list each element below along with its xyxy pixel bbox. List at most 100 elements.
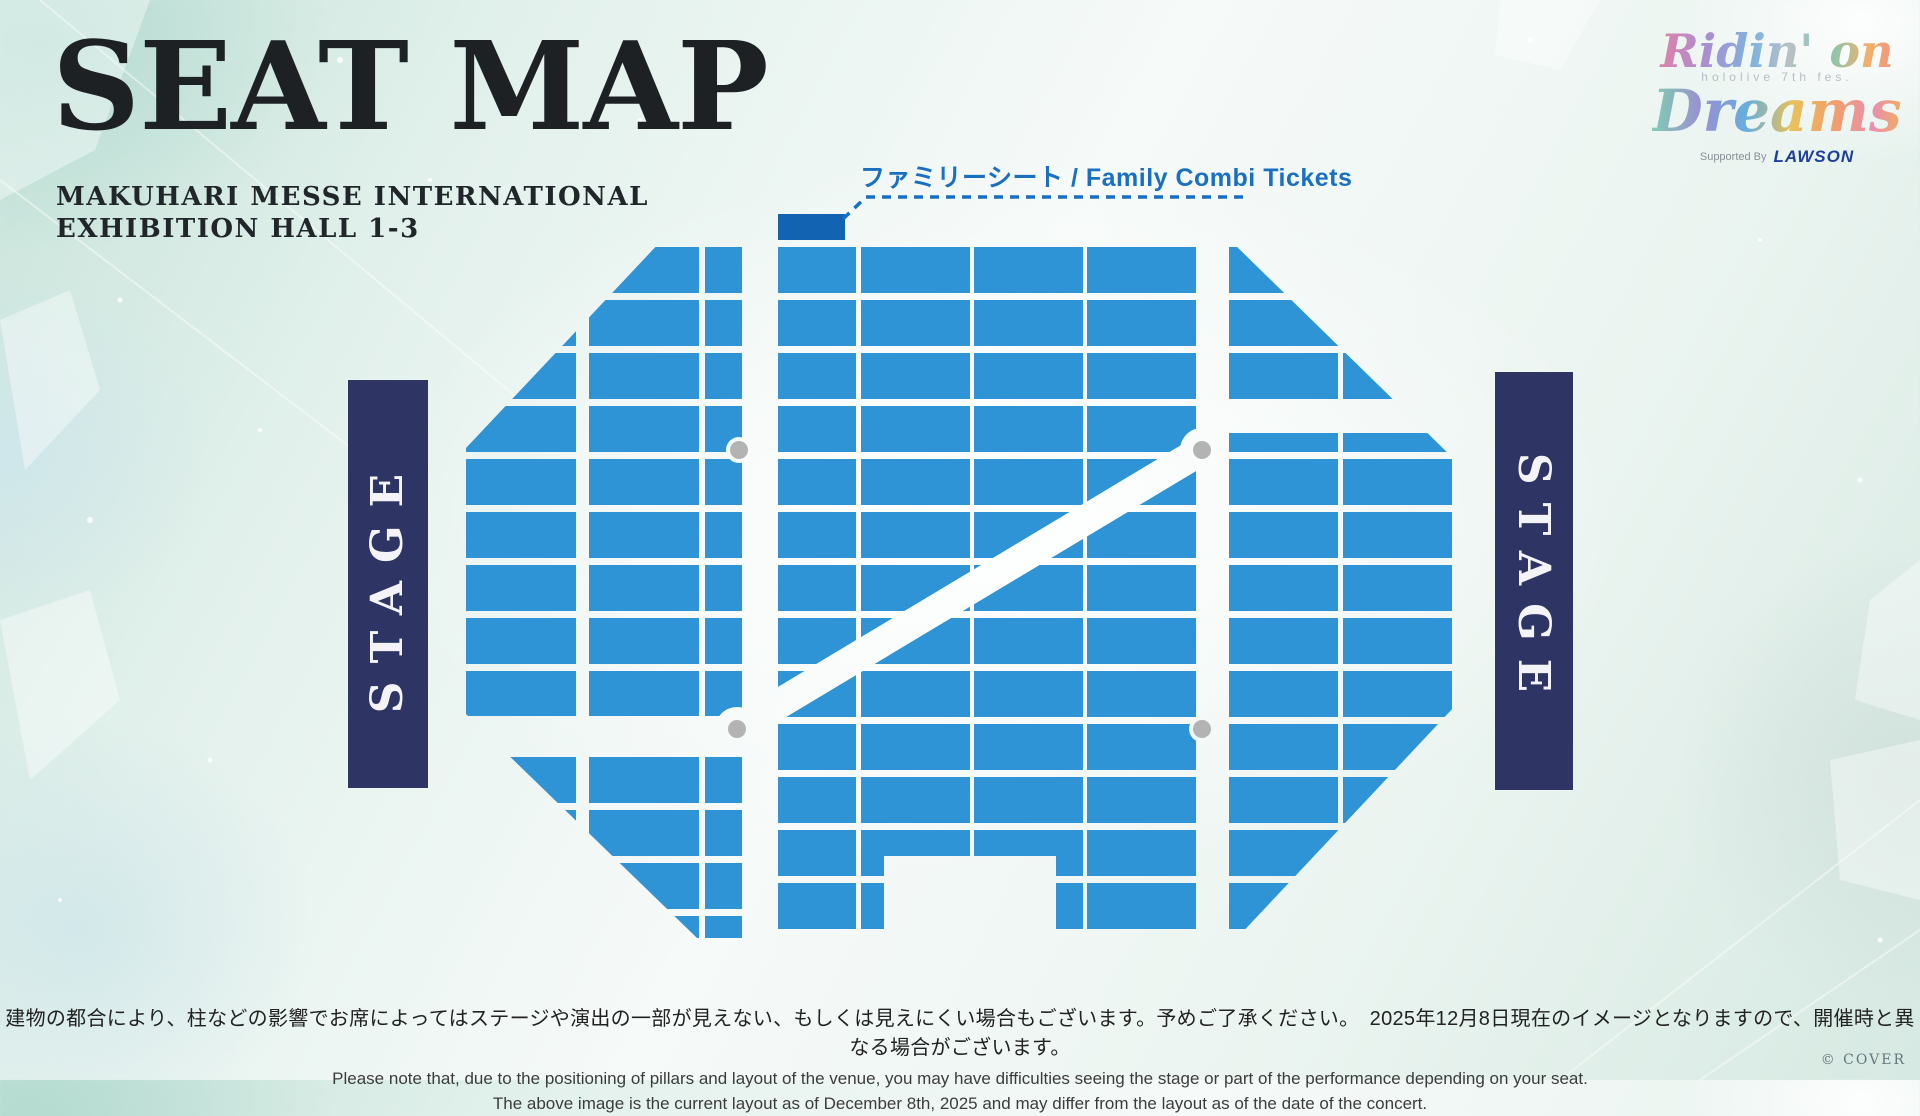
seat-block xyxy=(974,406,1083,452)
seat-block xyxy=(1343,353,1452,399)
seat-block xyxy=(861,830,970,876)
seat-block xyxy=(463,671,576,717)
seat-map xyxy=(463,195,1452,962)
disclaimer-english-2: The above image is the current layout as… xyxy=(492,1093,1428,1113)
seat-block xyxy=(974,883,1083,929)
disclaimer-japanese: 建物の都合により、柱などの影響でお席によってはステージや演出の一部が見えない、も… xyxy=(5,1008,1915,1059)
seat-block xyxy=(1087,618,1196,664)
disclaimer-block: 建物の都合により、柱などの影響でお席によってはステージや演出の一部が見えない、も… xyxy=(0,1002,1920,1116)
seat-block xyxy=(705,459,742,505)
seat-block xyxy=(1343,618,1452,664)
seat-block xyxy=(1343,406,1452,452)
seat-block xyxy=(705,565,742,611)
seat-block xyxy=(1087,406,1196,452)
background-decoration xyxy=(0,0,1920,1080)
seat-block xyxy=(463,565,576,611)
seat-block xyxy=(1229,300,1338,346)
seat-block xyxy=(589,863,699,909)
seat-block xyxy=(1087,883,1196,929)
seat-block xyxy=(463,757,576,803)
seat-block xyxy=(1229,565,1338,611)
stage-left-label: STAGE xyxy=(362,455,414,713)
seat-block xyxy=(1087,671,1196,717)
event-logo: Ridin' on hololive 7th fes. Dreams Suppo… xyxy=(1652,28,1902,167)
seat-block xyxy=(861,618,970,664)
seat-block xyxy=(1229,247,1338,293)
seat-block xyxy=(589,353,699,399)
seat-block xyxy=(589,406,699,452)
seat-block xyxy=(1229,671,1338,717)
seat-block xyxy=(463,810,576,856)
disclaimer-english-1: Please note that, due to the positioning… xyxy=(332,1069,1588,1088)
seat-block xyxy=(705,810,742,856)
pillar-dot xyxy=(728,720,746,738)
seat-block xyxy=(463,247,576,293)
seat-block xyxy=(705,671,742,717)
seat-block xyxy=(1343,883,1452,929)
seat-block xyxy=(974,512,1083,558)
seat-block xyxy=(974,300,1083,346)
seat-block xyxy=(1343,565,1452,611)
seat-block xyxy=(1229,406,1338,452)
seat-block xyxy=(463,406,576,452)
seat-block xyxy=(1343,830,1452,876)
seat-block xyxy=(589,810,699,856)
seat-block xyxy=(778,406,856,452)
seat-block xyxy=(778,353,856,399)
seat-block xyxy=(1229,777,1338,823)
seat-block xyxy=(1087,777,1196,823)
seat-block xyxy=(778,618,856,664)
seat-block xyxy=(1343,247,1452,293)
seat-block xyxy=(861,565,970,611)
seat-block xyxy=(1087,830,1196,876)
seat-block xyxy=(974,459,1083,505)
seat-block xyxy=(589,916,699,962)
seat-block xyxy=(974,353,1083,399)
pillar-dot xyxy=(1193,441,1211,459)
seat-block xyxy=(861,406,970,452)
seat-block xyxy=(778,777,856,823)
seat-block xyxy=(1087,459,1196,505)
logo-line1: Ridin' on xyxy=(1652,28,1902,74)
seat-block xyxy=(463,916,576,962)
seat-block xyxy=(861,247,970,293)
seat-block xyxy=(589,618,699,664)
seat-block xyxy=(861,724,970,770)
seat-block xyxy=(778,830,856,876)
seat-block xyxy=(974,724,1083,770)
seat-block xyxy=(974,830,1083,876)
seat-block xyxy=(778,247,856,293)
stage-banner-right: STAGE xyxy=(1495,372,1573,790)
seat-block xyxy=(589,300,699,346)
pillar-dot xyxy=(730,441,748,459)
seat-block xyxy=(1229,512,1338,558)
seat-block xyxy=(589,247,699,293)
seat-block xyxy=(1087,300,1196,346)
seat-block xyxy=(589,671,699,717)
seat-block xyxy=(1087,247,1196,293)
seat-block xyxy=(1229,883,1338,929)
seat-block xyxy=(463,512,576,558)
copyright: © COVER xyxy=(1820,1052,1906,1068)
seat-block xyxy=(1229,724,1338,770)
seat-block xyxy=(705,618,742,664)
seat-block xyxy=(861,459,970,505)
seat-block xyxy=(778,883,856,929)
seat-block xyxy=(705,863,742,909)
seat-block xyxy=(1343,671,1452,717)
seat-block xyxy=(1229,830,1338,876)
seat-block xyxy=(974,565,1083,611)
seat-block xyxy=(974,247,1083,293)
seat-block xyxy=(589,757,699,803)
seat-block xyxy=(1229,618,1338,664)
seat-block xyxy=(705,353,742,399)
seat-block xyxy=(778,459,856,505)
seat-block xyxy=(1229,459,1338,505)
seat-block xyxy=(861,300,970,346)
seat-block xyxy=(974,618,1083,664)
pillar-dot xyxy=(1193,720,1211,738)
seat-block xyxy=(778,300,856,346)
supported-by-text: Supported By xyxy=(1699,150,1767,163)
seat-block xyxy=(778,565,856,611)
seat-block xyxy=(778,671,856,717)
